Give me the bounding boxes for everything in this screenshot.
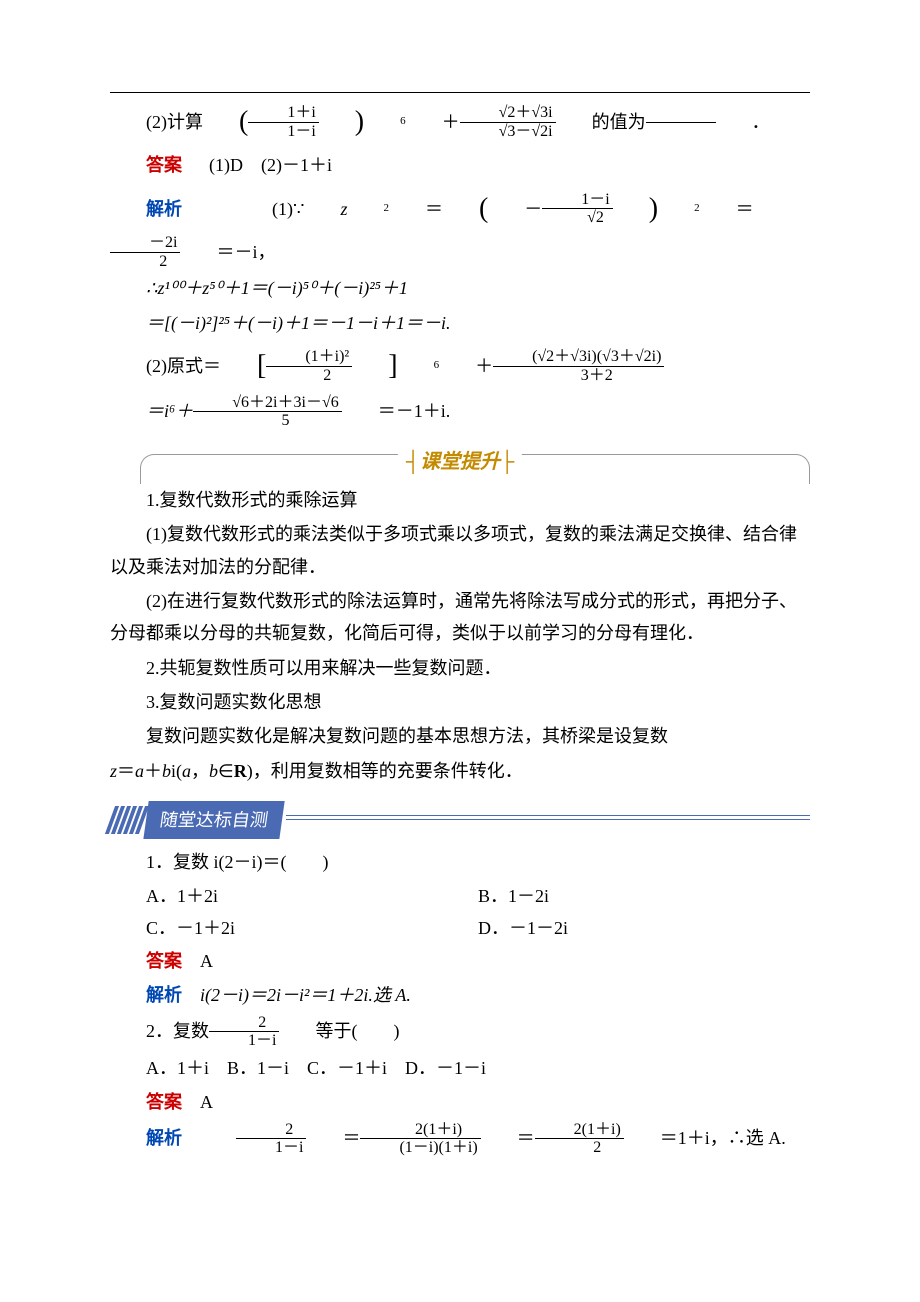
- stripes-icon: [105, 806, 149, 834]
- q1-opt-a: A．1＋2i: [146, 880, 478, 912]
- fraction-3: 1－i √2: [542, 191, 612, 227]
- fraction-7: √6＋2i＋3i－√6 5: [193, 394, 341, 430]
- q2-fraction: 2 1－i: [209, 1014, 279, 1050]
- fraction-5: (1＋i)² 2: [266, 348, 352, 384]
- horizontal-rule: [110, 92, 810, 93]
- q2-analysis: 解析 21－i ＝ 2(1＋i)(1－i)(1＋i) ＝ 2(1＋i)2 ＝1＋…: [110, 1121, 810, 1157]
- q1-options-row2: C．－1＋2i D．－1－2i: [146, 912, 810, 944]
- analysis-line-5: ＝i⁶＋ √6＋2i＋3i－√6 5 ＝－1＋i.: [110, 394, 810, 430]
- summary-p6b: z＝a＋bi(a，b∈R)，利用复数相等的充要条件转化．: [110, 755, 810, 787]
- summary-p1: 1.复数代数形式的乘除运算: [110, 484, 810, 516]
- summary-p4: 2.共轭复数性质可以用来解决一些复数问题．: [110, 652, 810, 684]
- summary-p2: (1)复数代数形式的乘法类似于多项式乘以多项式，复数的乘法满足交换律、结合律以及…: [110, 518, 810, 583]
- section-banner: ┤课堂提升├: [110, 446, 810, 476]
- q2-suffix: 的值为: [556, 106, 646, 138]
- q1-answer: 答案 A: [110, 945, 810, 977]
- fraction-4: －2i 2: [110, 234, 180, 270]
- q2-stem: 2．复数 2 1－i 等于( ): [110, 1014, 810, 1050]
- q1-opt-d: D．－1－2i: [478, 912, 810, 944]
- summary-p5: 3.复数问题实数化思想: [110, 686, 810, 718]
- q1-opt-c: C．－1＋2i: [146, 912, 478, 944]
- analysis-line-4: (2)原式＝ [ (1＋i)² 2 ]6 ＋ (√2＋√3i)(√3＋√2i) …: [110, 341, 810, 391]
- section-tag-row: 随堂达标自测: [110, 789, 810, 845]
- answer-blank: [646, 122, 716, 123]
- analysis-line-3: ＝[(－i)²]²⁵＋(－i)＋1＝－1－i＋1＝－i.: [110, 307, 810, 339]
- fraction-6: (√2＋√3i)(√3＋√2i) 3＋2: [493, 348, 664, 384]
- analysis-line-1: 解析 (1)∵ z2 ＝ (－ 1－i √2 )2 ＝ －2i 2 ＝－i，: [110, 184, 810, 271]
- section-tag-label: 随堂达标自测: [143, 801, 284, 839]
- fraction-2: √2＋√3i √3－√2i: [460, 104, 556, 140]
- summary-p6a: 复数问题实数化是解决复数问题的基本思想方法，其桥梁是设复数: [110, 720, 810, 752]
- summary-p3: (2)在进行复数代数形式的除法运算时，通常先将除法写成分式的形式，再把分子、分母…: [110, 585, 810, 650]
- q2-prefix: (2)计算: [110, 106, 203, 138]
- fraction-1: 1＋i 1－i: [248, 104, 318, 140]
- analysis-label: 解析: [110, 193, 182, 225]
- section-tag-line: [286, 815, 810, 820]
- answer-row: 答案 (1)D (2)－1＋i: [110, 149, 810, 181]
- analysis-line-2: ∴z¹⁰⁰＋z⁵⁰＋1＝(－i)⁵⁰＋(－i)²⁵＋1: [110, 272, 810, 304]
- banner-text: ┤课堂提升├: [398, 444, 522, 480]
- q2-answer: 答案 A: [110, 1086, 810, 1118]
- q1-options-row1: A．1＋2i B．1－2i: [146, 880, 810, 912]
- answer-text: (1)D (2)－1＋i: [209, 155, 332, 175]
- q1-analysis: 解析 i(2－i)＝2i－i²＝1＋2i.选 A.: [110, 979, 810, 1011]
- q1-opt-b: B．1－2i: [478, 880, 810, 912]
- answer-label: 答案: [146, 155, 182, 175]
- q2-options: A．1＋i B．1－i C．－1＋i D．－1－i: [146, 1052, 810, 1084]
- q1-stem: 1．复数 i(2－i)＝( ): [110, 846, 810, 878]
- problem-2-statement: (2)计算 ( 1＋i 1－i )6 ＋ √2＋√3i √3－√2i 的值为 ．: [110, 97, 810, 147]
